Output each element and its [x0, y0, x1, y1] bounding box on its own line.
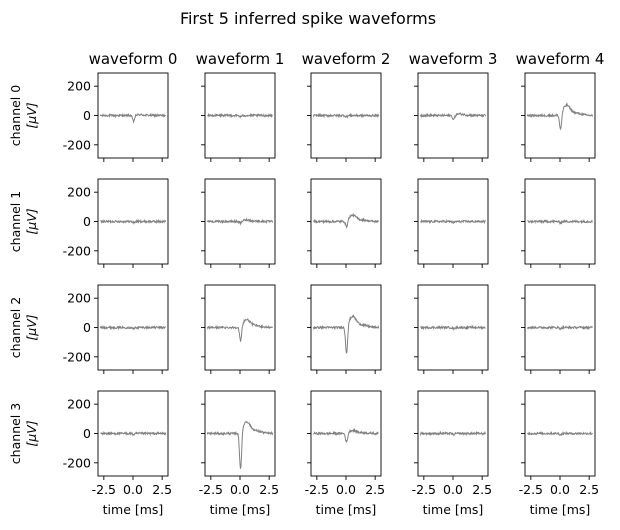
- waveform-panel: [414, 284, 489, 374]
- row-label-channel: channel 1: [8, 191, 23, 252]
- waveform-trace: [99, 324, 166, 331]
- waveform-panel: [201, 284, 276, 374]
- row-label: channel 3 [μV]: [8, 403, 39, 464]
- waveform-panel: -200 0 200: [63, 72, 169, 162]
- column-title: waveform 2: [302, 50, 391, 68]
- row-label: channel 2 [μV]: [8, 297, 39, 358]
- waveform-panel: [307, 284, 382, 374]
- waveform-trace: [419, 112, 487, 121]
- x-axis-label: time [ms]: [530, 502, 591, 517]
- row-label-unit: [μV]: [24, 420, 39, 446]
- y-tick-label: 200: [67, 79, 91, 94]
- chart-title: First 5 inferred spike waveforms: [180, 9, 436, 28]
- waveform-panel: -2.5 0.0 2.5 time [ms]: [305, 390, 385, 517]
- waveform-trace: [312, 212, 380, 229]
- y-tick-label: -200: [63, 349, 91, 364]
- y-tick-label: 0: [83, 108, 91, 123]
- y-tick-label: 0: [83, 426, 91, 441]
- waveform-trace: [420, 218, 486, 225]
- x-tick-label: 0.0: [443, 482, 463, 497]
- waveform-panel: [201, 72, 276, 162]
- column-title: waveform 4: [516, 50, 605, 68]
- x-axis-label: time [ms]: [210, 502, 271, 517]
- waveform-trace: [420, 324, 486, 332]
- waveform-panel: -200 0 200 -2.5 0.0 2.5 time [ms]: [63, 390, 172, 517]
- waveform-trace: [527, 218, 593, 225]
- row-label-unit: [μV]: [24, 208, 39, 234]
- row-label-channel: channel 0: [8, 85, 23, 146]
- column-title: waveform 0: [89, 50, 178, 68]
- x-tick-label: 2.5: [259, 482, 279, 497]
- waveform-trace: [312, 427, 379, 443]
- x-tick-label: -2.5: [412, 482, 436, 497]
- waveform-trace: [419, 430, 487, 437]
- x-tick-label: -2.5: [199, 482, 223, 497]
- x-tick-label: 0.0: [123, 482, 143, 497]
- waveform-panel: [307, 72, 382, 162]
- waveform-trace: [206, 420, 274, 469]
- y-tick-label: -200: [63, 455, 91, 470]
- waveform-panel: [414, 178, 489, 268]
- waveform-trace: [100, 430, 167, 437]
- waveform-panel: [307, 178, 382, 268]
- waveform-trace: [526, 324, 593, 331]
- waveform-panel: [521, 178, 596, 268]
- y-tick-label: 200: [67, 291, 91, 306]
- x-tick-label: -2.5: [92, 482, 116, 497]
- y-tick-label: 0: [83, 320, 91, 335]
- x-tick-label: 0.0: [230, 482, 250, 497]
- x-tick-label: 2.5: [152, 482, 172, 497]
- row-label: channel 0 [μV]: [8, 85, 39, 146]
- column-title: waveform 1: [196, 50, 285, 68]
- y-tick-label: -200: [63, 243, 91, 258]
- x-tick-label: 2.5: [365, 482, 385, 497]
- column-title: waveform 3: [409, 50, 498, 68]
- waveform-panel: [414, 72, 489, 162]
- waveform-trace: [206, 318, 274, 342]
- waveform-trace: [99, 112, 166, 124]
- x-tick-label: -2.5: [519, 482, 543, 497]
- y-tick-label: 200: [67, 185, 91, 200]
- waveform-panel: -2.5 0.0 2.5 time [ms]: [519, 390, 599, 517]
- y-tick-label: 200: [67, 397, 91, 412]
- row-label: channel 1 [μV]: [8, 191, 39, 252]
- x-axis-label: time [ms]: [316, 502, 377, 517]
- waveform-panel: -2.5 0.0 2.5 time [ms]: [199, 390, 279, 517]
- waveform-panel: -2.5 0.0 2.5 time [ms]: [412, 390, 492, 517]
- waveform-trace: [526, 102, 594, 131]
- x-tick-label: 2.5: [472, 482, 492, 497]
- x-axis-label: time [ms]: [423, 502, 484, 517]
- x-tick-label: 0.0: [336, 482, 356, 497]
- waveform-trace: [312, 313, 380, 354]
- x-tick-label: 0.0: [550, 482, 570, 497]
- row-label-unit: [μV]: [24, 314, 39, 340]
- waveform-panel: -200 0 200: [63, 178, 169, 268]
- row-label-channel: channel 2: [8, 297, 23, 358]
- waveform-panel: [521, 284, 596, 374]
- waveform-trace: [100, 218, 167, 225]
- x-tick-label: -2.5: [305, 482, 329, 497]
- waveform-trace: [527, 430, 594, 437]
- waveform-panel: -200 0 200: [63, 284, 169, 374]
- waveform-trace: [312, 112, 380, 119]
- x-axis-label: time [ms]: [103, 502, 164, 517]
- waveform-trace: [207, 112, 273, 119]
- row-label-unit: [μV]: [24, 102, 39, 128]
- y-tick-label: 0: [83, 214, 91, 229]
- waveform-panel: [521, 72, 596, 162]
- row-label-channel: channel 3: [8, 403, 23, 464]
- y-tick-label: -200: [63, 137, 91, 152]
- waveform-panel: [201, 178, 276, 268]
- x-tick-label: 2.5: [579, 482, 599, 497]
- waveform-trace: [206, 217, 274, 226]
